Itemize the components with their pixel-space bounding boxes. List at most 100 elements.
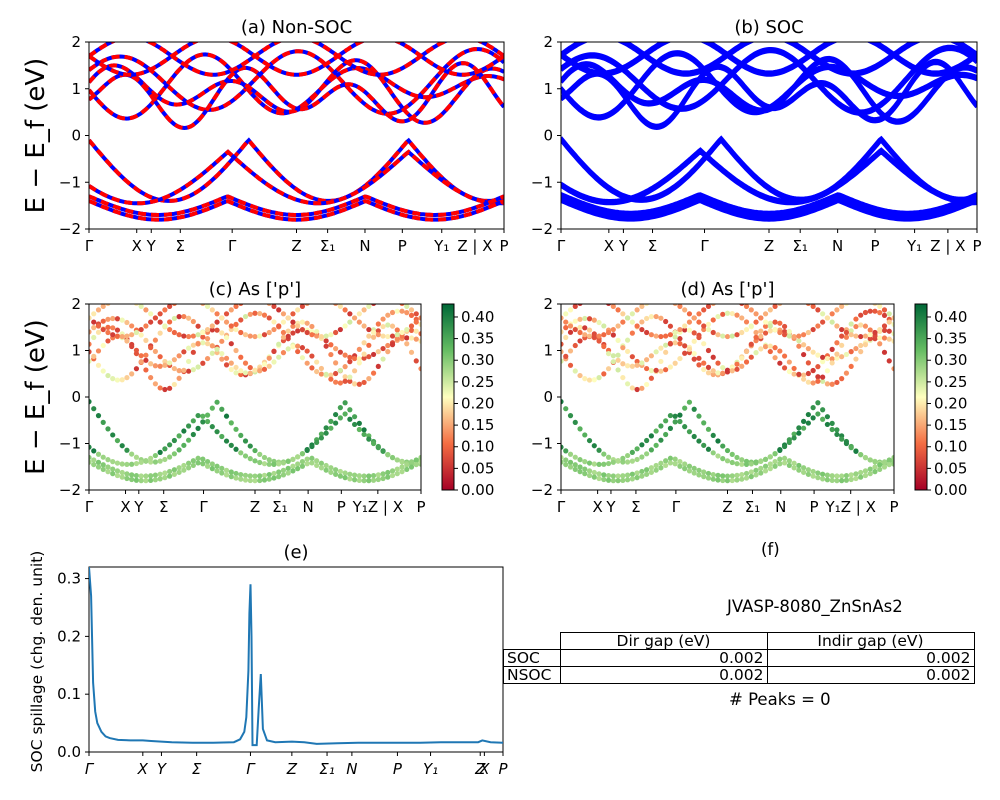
band-line-red [89,194,504,217]
scatter-point [567,348,574,354]
scatter-point [858,349,864,355]
scatter-point [380,323,386,330]
scatter-point [408,349,415,355]
scatter-point [815,307,821,313]
scatter-point [601,299,606,304]
scatter-point [214,346,220,352]
scatter-point [261,461,268,467]
scatter-point [257,368,263,374]
scatter-point [820,407,826,413]
scatter-point [563,461,569,468]
scatter-point [223,334,230,341]
xtick-label: Y₁ [423,760,438,778]
colorbar-tick-label: 0.40 [934,308,967,326]
scatter-point [366,304,372,309]
scatter-point [228,323,234,329]
scatter-point [891,315,894,321]
scatter-point [385,452,391,458]
scatter-point [333,420,339,426]
scatter-point [786,458,792,464]
scatter-point [181,462,187,469]
scatter-point [366,342,372,348]
scatter-point [356,319,362,325]
scatter-point [280,350,287,356]
scatter-point [572,462,578,468]
ytick-label: 1 [543,342,553,360]
scatter-point [858,452,864,458]
scatter-point [233,470,239,477]
scatter-point [862,472,869,479]
scatter-point [280,319,287,325]
scatter-point [586,327,593,333]
scatter-point [366,326,372,333]
scatter-point [309,299,314,304]
scatter-point [299,451,306,457]
scatter-point [872,304,878,307]
scatter-point [299,319,306,325]
scatter-point [762,344,769,350]
xtick-label: X [132,237,142,255]
scatter-point [743,461,750,467]
scatter-point [696,355,702,361]
scatter-point [119,461,125,467]
scatter-point [129,461,135,467]
scatter-point [261,312,268,318]
xtick-label: Γ [228,237,237,255]
scatter-point [767,466,773,472]
scatter-point [238,354,244,360]
scatter-point [672,340,678,346]
scatter-point [157,476,163,482]
scatter-point [124,333,130,339]
scatter-point [677,304,683,309]
scatter-point [663,342,669,348]
scatter-point [720,443,726,449]
scatter-point [729,368,735,374]
scatter-point [204,463,211,469]
scatter-point [748,474,754,480]
scatter-point [839,478,845,484]
scatter-point [777,360,783,366]
scatter-point [376,299,381,304]
scatter-point [190,349,196,355]
scatter-point [276,354,282,360]
scatter-point [567,464,574,470]
scatter-point [801,372,807,378]
scatter-point [167,385,173,391]
scatter-point [682,466,688,472]
scatter-point [705,470,712,477]
y-axis-label: SOC spillage (chg. den. unit) [28,551,46,773]
scatter-point [843,304,849,307]
series-c [89,299,421,484]
xtick-label: Y₁ [433,237,449,255]
scatter-point [157,319,163,325]
scatter-point [152,459,158,465]
scatter-point [91,353,97,359]
scatter-point [171,467,177,473]
scatter-point [820,476,826,482]
scatter-point [810,405,816,411]
scatter-point [591,474,597,480]
scatter-point [119,333,125,340]
scatter-point [605,460,612,467]
scatter-point [148,455,154,461]
scatter-point [791,460,797,466]
scatter-point [739,457,745,463]
scatter-point [100,318,106,324]
xtick-label: N [303,498,314,516]
xtick-label: Z [286,760,298,778]
scatter-point [133,460,140,467]
scatter-point [323,425,329,431]
scatter-point [658,345,664,351]
scatter-point [219,330,225,336]
scatter-point [105,469,111,475]
scatter-point [129,299,134,304]
scatter-point [105,464,111,470]
scatter-point [214,463,220,469]
scatter-point [815,411,821,417]
scatter-point [601,323,607,329]
scatter-point [394,466,400,472]
scatter-point [342,411,348,417]
scatter-point [143,473,149,479]
scatter-point [209,327,215,333]
scatter-point [758,465,764,471]
